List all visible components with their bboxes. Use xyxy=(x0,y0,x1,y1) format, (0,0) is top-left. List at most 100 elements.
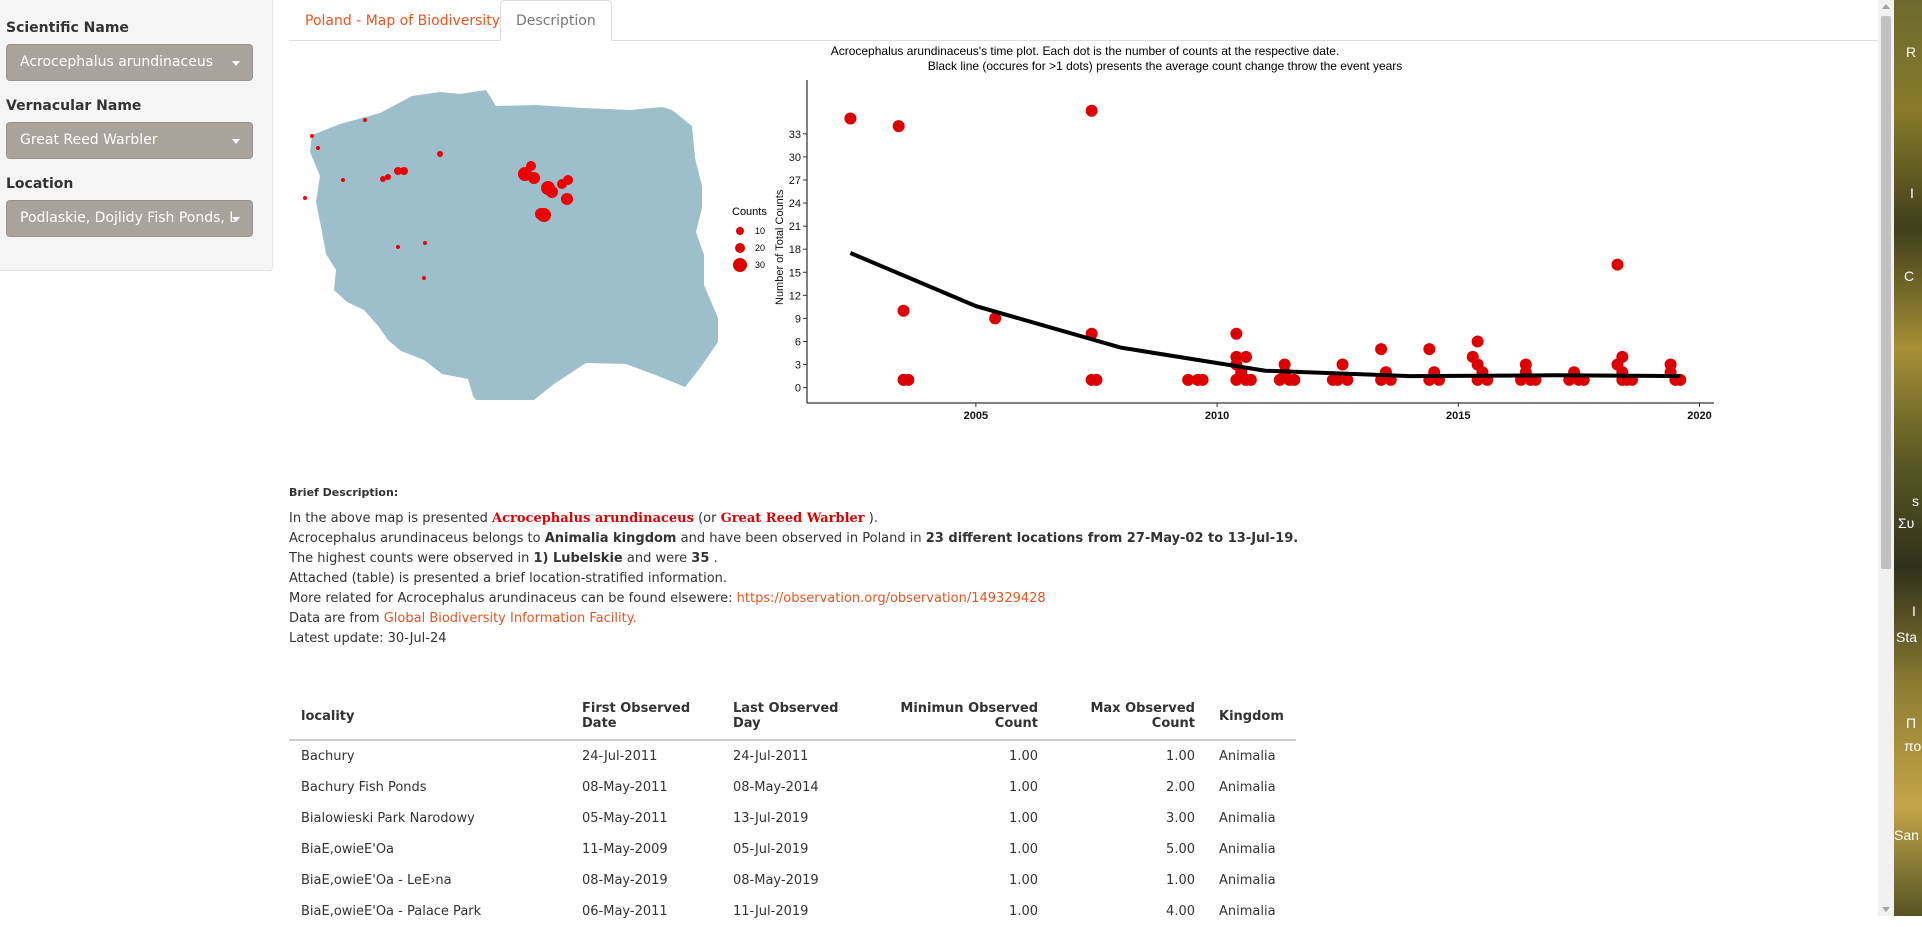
table-body: Bachury 24-Jul-2011 24-Jul-2011 1.00 1.00 Ani… xyxy=(289,740,1296,927)
table-cell: 1.00 xyxy=(1009,749,1038,764)
gbif-link[interactable]: Global Biodiversity Information Facility… xyxy=(383,611,637,626)
table-cell: 11-Jul-2019 xyxy=(733,904,809,919)
time-plot-chart: Acrocephalus arundinaceus's time plot. E… xyxy=(732,44,1714,422)
legend-label: 10 xyxy=(755,226,765,236)
data-point xyxy=(1375,343,1388,356)
sidebar-panel: Scientific Name Acrocephalus arundinaceu… xyxy=(0,0,273,271)
side-text: s xyxy=(1912,493,1919,509)
table-cell: BiaE,owieE'Oa xyxy=(301,842,395,857)
desc-text: Data are from xyxy=(289,611,384,626)
table-cell: 05-May-2011 xyxy=(582,811,668,826)
desc-text: ). xyxy=(864,511,878,526)
col-header-locality[interactable]: locality xyxy=(289,693,570,741)
desc-line-2: Acrocephalus arundinaceus belongs to Ani… xyxy=(289,529,1589,549)
data-point xyxy=(1182,373,1195,386)
map-point xyxy=(394,167,402,175)
data-point xyxy=(1244,373,1257,386)
side-text: San xyxy=(1894,827,1919,843)
side-text: R xyxy=(1906,44,1917,60)
table-header-row: locality First Observed Date Last Observ… xyxy=(289,693,1296,741)
scroll-down-arrow-icon[interactable] xyxy=(1882,907,1890,912)
table-cell: BiaE,owieE'Oa - Palace Park xyxy=(301,904,482,919)
map-point xyxy=(341,178,345,182)
data-point xyxy=(1423,343,1436,356)
x-tick-label: 2010 xyxy=(1205,410,1229,422)
vernacular-name-select[interactable]: Great Reed Warbler xyxy=(6,122,253,159)
table-cell: 1.00 xyxy=(1166,749,1195,764)
table-row: BiaE,owieE'Oa - LeЕ›na 08-May-2019 08-May-… xyxy=(289,865,1296,896)
table-cell: Animalia xyxy=(1219,749,1276,764)
data-point xyxy=(892,120,905,133)
chevron-down-icon xyxy=(232,61,240,66)
map-point xyxy=(422,276,426,280)
scientific-name-select[interactable]: Acrocephalus arundinaceus xyxy=(6,44,253,81)
y-tick-label: 12 xyxy=(789,290,801,302)
location-select[interactable]: Podlaskie, Dojlidy Fish Ponds, Lut xyxy=(6,200,253,237)
data-point xyxy=(1471,335,1484,348)
table-row: Bialowieski Park Narodowy 05-May-2011 13-J… xyxy=(289,803,1296,834)
table-cell: 24-Jul-2011 xyxy=(582,749,658,764)
data-point xyxy=(1090,373,1103,386)
data-point xyxy=(902,373,915,386)
table-cell: 1.00 xyxy=(1009,811,1038,826)
desc-text: The highest counts were observed in xyxy=(289,551,534,566)
table-cell: 1.00 xyxy=(1009,904,1038,919)
data-point xyxy=(1230,327,1243,340)
col-header-first-date[interactable]: First Observed Date xyxy=(570,693,721,741)
table-cell: 1.00 xyxy=(1009,780,1038,795)
side-text: C xyxy=(1904,268,1915,284)
desc-text: . xyxy=(709,551,718,566)
table-cell: Animalia xyxy=(1219,811,1276,826)
table-cell: Bachury xyxy=(301,749,355,764)
data-point xyxy=(1240,350,1253,363)
table-row: Bachury 24-Jul-2011 24-Jul-2011 1.00 1.00 Ani… xyxy=(289,740,1296,772)
desc-text: (or xyxy=(693,511,721,526)
scientific-name-value: Acrocephalus arundinaceus xyxy=(20,54,213,70)
col-header-max-count[interactable]: Max Observed Count xyxy=(1050,693,1207,741)
side-text: Π xyxy=(1906,715,1917,731)
vertical-scrollbar[interactable] xyxy=(1878,0,1894,916)
map-point xyxy=(303,196,307,200)
side-text: Sta xyxy=(1896,629,1918,645)
chevron-down-icon xyxy=(232,139,240,144)
map-point xyxy=(385,174,391,180)
data-point xyxy=(1278,358,1291,371)
poland-map xyxy=(303,90,718,400)
legend-symbol xyxy=(736,227,744,235)
map-point xyxy=(561,193,573,205)
tab-map-of-biodiversity[interactable]: Poland - Map of Biodiversity xyxy=(305,13,501,29)
desc-top-count: 35 xyxy=(691,551,710,566)
background-window-strip: R I C s Συ I Sta Π πο San xyxy=(1894,0,1922,916)
data-point xyxy=(1288,373,1301,386)
y-tick-label: 9 xyxy=(795,313,801,325)
data-point xyxy=(1616,350,1629,363)
table-cell: Animalia xyxy=(1219,780,1276,795)
legend: 10 20 30 xyxy=(733,226,765,272)
locations-table: locality First Observed Date Last Observ… xyxy=(289,693,1296,927)
scrollbar-thumb[interactable] xyxy=(1881,16,1891,569)
x-ticks: 2005 2010 2015 2020 xyxy=(964,403,1712,422)
map-point xyxy=(437,151,443,157)
table-row: Bachury Fish Ponds 08-May-2011 08-May-2014… xyxy=(289,772,1296,803)
legend-label: 20 xyxy=(755,243,765,253)
map-point xyxy=(316,146,320,150)
data-point xyxy=(1085,104,1098,117)
scroll-up-arrow-icon[interactable] xyxy=(1882,4,1890,9)
observation-link[interactable]: https://observation.org/observation/1493… xyxy=(736,591,1046,606)
desc-text: In the above map is presented xyxy=(289,511,492,526)
tab-description[interactable]: Description xyxy=(500,0,612,41)
col-header-min-count[interactable]: Minimun Observed Count xyxy=(865,693,1050,741)
side-text: πο xyxy=(1904,738,1922,754)
map-point xyxy=(526,161,536,171)
x-tick-label: 2015 xyxy=(1446,410,1470,422)
table-cell: Animalia xyxy=(1219,873,1276,888)
table-cell: 08-May-2019 xyxy=(733,873,819,888)
y-axis-label: Number of Total Counts xyxy=(774,189,786,305)
col-header-kingdom[interactable]: Kingdom xyxy=(1207,693,1296,741)
map-point xyxy=(310,134,314,138)
col-header-last-date[interactable]: Last Observed Day xyxy=(721,693,865,741)
data-point xyxy=(1331,373,1344,386)
y-tick-label: 30 xyxy=(789,152,801,164)
side-text: I xyxy=(1910,185,1914,201)
table-cell: 3.00 xyxy=(1166,811,1195,826)
